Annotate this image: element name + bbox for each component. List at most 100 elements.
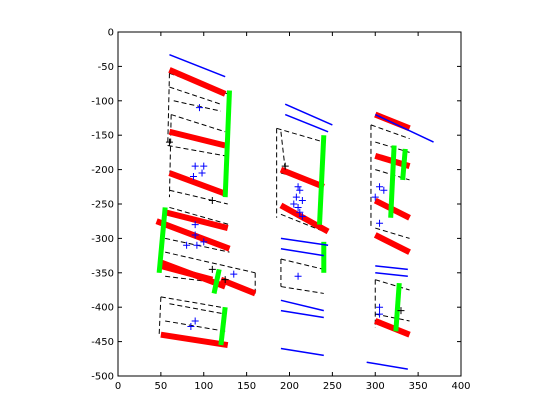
- black-plus-marker-1: [208, 197, 216, 205]
- x-tick-label: 400: [451, 381, 470, 392]
- blue-plus-marker-4: [198, 169, 206, 177]
- blue-plus-marker-25: [376, 219, 384, 227]
- blue-plus-marker-5: [191, 221, 199, 229]
- blue-line-segment-4: [280, 237, 329, 247]
- blue-plus-marker-17: [290, 200, 298, 208]
- green-thick-segment-3: [218, 306, 228, 346]
- x-tick-label: 250: [323, 381, 342, 392]
- blue-plus-marker-12: [187, 322, 195, 330]
- blue-plus-marker-26: [376, 303, 384, 311]
- blue-plus-marker-24: [371, 193, 379, 201]
- black-dashed-segment-15: [169, 303, 226, 315]
- blue-plus-marker-13: [294, 183, 302, 191]
- series-black-plus: [165, 138, 405, 315]
- green-thick-segment-1: [156, 207, 168, 274]
- blue-plus-marker-16: [298, 197, 306, 205]
- red-thick-segment-0: [168, 67, 227, 97]
- black-dashed-segment-29: [375, 227, 410, 239]
- blue-line-segment-6: [375, 265, 408, 271]
- y-tick-label: -450: [91, 337, 114, 348]
- y-tick-label: -400: [91, 303, 114, 314]
- blue-line-segment-3: [374, 113, 434, 143]
- black-dashed-segment-22: [280, 258, 324, 270]
- red-thick-segment-8: [160, 331, 229, 349]
- red-thick-segment-6: [219, 276, 257, 297]
- black-dashed-segment-10: [165, 251, 256, 274]
- blue-plus-marker-14: [296, 186, 304, 194]
- black-dashed-segment-14: [158, 296, 162, 335]
- x-tick-label: 100: [194, 381, 213, 392]
- series-layer: [155, 54, 434, 370]
- blue-plus-marker-10: [230, 270, 238, 278]
- black-dashed-segment-7: [173, 100, 222, 112]
- blue-line-segment-5: [280, 247, 324, 257]
- blue-plus-marker-9: [200, 238, 208, 246]
- x-tick-label: 50: [155, 381, 168, 392]
- green-thick-segment-6: [388, 145, 397, 218]
- black-dashed-segment-6: [169, 189, 228, 205]
- black-dashed-segment-13: [160, 296, 221, 308]
- blue-plus-marker-8: [193, 241, 201, 249]
- black-plus-marker-2: [208, 265, 216, 273]
- blue-plus-marker-18: [294, 203, 302, 211]
- blue-plus-marker-15: [292, 193, 300, 201]
- red-thick-segment-9: [279, 166, 325, 190]
- blue-plus-marker-6: [191, 231, 199, 239]
- axes-layer: 0 50 100 150 200 250 300 350 400 0 -50 -100 -150 -200…: [91, 28, 470, 393]
- black-plus-marker-5: [397, 307, 405, 315]
- x-tick-label: 200: [280, 381, 299, 392]
- blue-plus-marker-0: [195, 104, 203, 112]
- blue-plus-marker-23: [380, 186, 388, 194]
- green-thick-segment-2: [211, 268, 222, 294]
- series-red-thick: [155, 67, 411, 349]
- y-tick-label: -200: [91, 165, 114, 176]
- green-thick-segment-8: [393, 282, 402, 332]
- blue-plus-marker-27: [376, 310, 384, 318]
- black-dashed-segment-4: [171, 114, 226, 133]
- green-thick-segment-4: [317, 135, 327, 225]
- black-dashed-segment-32: [375, 313, 410, 322]
- y-tick-label: -350: [91, 268, 114, 279]
- blue-plus-marker-1: [191, 162, 199, 170]
- blue-plus-marker-20: [298, 212, 306, 220]
- x-tick-label: 0: [115, 381, 121, 392]
- red-thick-segment-1: [168, 128, 226, 149]
- black-dashed-segment-30: [375, 279, 410, 291]
- blue-line-segment-9: [280, 309, 324, 319]
- blue-line-segment-7: [375, 272, 408, 277]
- black-dashed-segment-3: [167, 145, 226, 157]
- red-thick-segment-14: [373, 232, 411, 255]
- red-thick-segment-10: [279, 202, 330, 235]
- black-dashed-segment-2: [169, 86, 222, 105]
- black-dashed-segment-1: [167, 73, 170, 146]
- series-green-thick: [156, 90, 408, 346]
- black-plus-marker-3: [221, 276, 229, 284]
- red-thick-segment-15: [374, 318, 411, 338]
- blue-plus-marker-19: [296, 208, 304, 216]
- red-thick-segment-7: [160, 263, 214, 283]
- black-dashed-segment-16: [165, 320, 226, 332]
- blue-line-segment-8: [280, 299, 324, 312]
- y-tick-label: -100: [91, 96, 114, 107]
- black-dashed-segment-17: [276, 127, 324, 143]
- blue-plus-marker-7: [183, 241, 191, 249]
- green-thick-segment-0: [222, 90, 232, 198]
- y-tick-label: -250: [91, 200, 114, 211]
- y-tick-label: -500: [91, 372, 114, 383]
- black-plus-marker-4: [281, 162, 289, 170]
- x-tick-label: 150: [237, 381, 256, 392]
- blue-plus-marker-22: [376, 183, 384, 191]
- series-blue-line: [169, 54, 434, 370]
- black-dashed-segment-12: [165, 275, 221, 284]
- black-dashed-segment-25: [370, 124, 410, 140]
- x-tick-label: 300: [366, 381, 385, 392]
- blue-line-segment-2: [284, 113, 329, 133]
- black-plus-marker-0: [165, 138, 173, 146]
- blue-line-segment-0: [169, 54, 226, 78]
- y-tick-label: -150: [91, 131, 114, 142]
- blue-plus-marker-2: [200, 162, 208, 170]
- y-tick-label: -50: [98, 62, 114, 73]
- blue-line-segment-10: [280, 347, 324, 357]
- green-thick-segment-7: [400, 148, 408, 181]
